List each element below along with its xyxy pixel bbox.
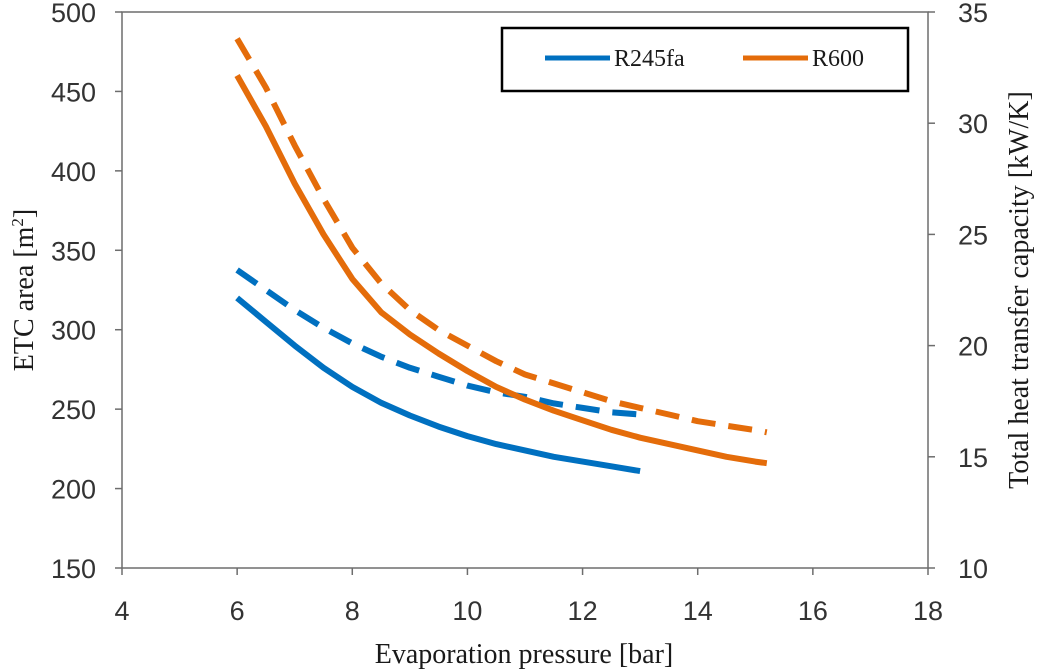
legend-label-r600: R600 (812, 46, 864, 72)
y-left-tick-label: 250 (51, 395, 96, 425)
y-right-tick-label: 20 (958, 332, 988, 362)
x-tick-label: 10 (452, 596, 482, 626)
y-left-axis-title-close: ] (9, 209, 40, 218)
y-right-axis-ticks: 10 15 20 25 30 35 (928, 0, 988, 584)
y-left-tick-label: 200 (51, 475, 96, 505)
y-right-tick-label: 15 (958, 443, 988, 473)
y-left-tick-label: 150 (51, 554, 96, 584)
legend: R245fa R600 (500, 26, 910, 93)
y-left-axis-title-text: ETC area [m (9, 226, 40, 371)
series-layer (234, 37, 768, 475)
y-right-axis-title: Total heat transfer capacity [kW/K] (1004, 91, 1035, 489)
x-tick-label: 8 (345, 596, 360, 626)
y-right-tick-label: 30 (958, 109, 988, 139)
y-left-axis-title: ETC area [m2] (8, 209, 40, 371)
x-tick-label: 4 (114, 596, 129, 626)
series-line-r245fa-solid (235, 295, 641, 475)
y-left-axis-title-superscript: 2 (8, 218, 27, 227)
y-left-tick-label: 350 (51, 236, 96, 266)
series-line-r600-dashed (234, 37, 768, 436)
x-tick-label: 12 (568, 596, 598, 626)
x-axis-title: Evaporation pressure [bar] (375, 639, 674, 670)
y-left-tick-label: 450 (51, 77, 96, 107)
y-left-tick-label: 500 (51, 0, 96, 28)
y-left-axis-ticks: 150 200 250 300 350 400 450 500 (51, 0, 122, 584)
y-right-tick-label: 10 (958, 554, 988, 584)
x-tick-label: 14 (683, 596, 713, 626)
plot-area-border (121, 11, 929, 569)
legend-label-r245fa: R245fa (614, 46, 685, 72)
y-left-tick-label: 300 (51, 316, 96, 346)
plot-frame (121, 11, 929, 569)
x-axis-ticks: 4 6 8 10 12 14 16 18 (114, 568, 943, 626)
x-tick-label: 18 (913, 596, 943, 626)
y-right-tick-label: 25 (958, 220, 988, 250)
x-tick-label: 6 (230, 596, 245, 626)
x-tick-label: 16 (798, 596, 828, 626)
series-line-r245fa-dashed (235, 267, 641, 418)
y-left-tick-label: 400 (51, 157, 96, 187)
series-line-r600-solid (234, 74, 768, 467)
y-right-tick-label: 35 (958, 0, 988, 28)
